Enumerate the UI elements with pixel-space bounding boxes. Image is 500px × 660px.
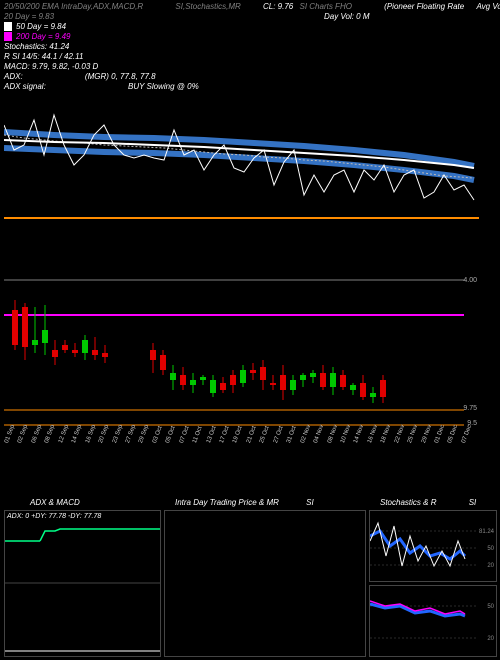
header-ema-label: 20/50/200 EMA IntraDay,ADX,MACD,R: [4, 2, 143, 11]
stoch-20: 20: [487, 563, 494, 569]
date-tick: 16 Sep: [85, 441, 91, 444]
si-title-text-2: SI: [469, 498, 477, 507]
header-avgvol: Avg Vol: 0.054 M: [476, 2, 500, 11]
adx-signal-label: ADX signal:: [4, 82, 46, 91]
adx-label: ADX:: [4, 72, 23, 81]
stoch-81: 81.24: [479, 529, 494, 535]
date-tick: 27 Oct: [273, 441, 279, 444]
date-tick: 13 Oct: [206, 441, 212, 444]
ema200-label: 200 Day = 9.49: [4, 32, 70, 41]
date-tick: 18 Nov: [380, 441, 386, 444]
date-tick: 02 Nov: [300, 441, 306, 444]
date-tick: 23 Sep: [112, 441, 118, 444]
ema20-label: 20 Day = 9.83: [4, 12, 54, 21]
date-tick: 31 Oct: [286, 441, 292, 444]
date-tick: 01 Sep: [4, 441, 10, 444]
main-price-chart[interactable]: [4, 110, 479, 220]
candlestick-chart[interactable]: 4.00 9.75 9.5: [4, 265, 479, 440]
price-label-400: 4.00: [463, 277, 477, 284]
chart-header: 20/50/200 EMA IntraDay,ADX,MACD,R SI,Sto…: [4, 2, 496, 92]
price-label-975: 9.75: [463, 405, 477, 412]
date-tick: 02 Sep: [17, 441, 23, 444]
date-tick: 25 Nov: [407, 441, 413, 444]
macd-value: MACD: 9.79, 9.82, -0.03 D: [4, 62, 98, 71]
date-tick: 19 Oct: [232, 441, 238, 444]
adx-macd-panel[interactable]: ADX: 0 +DY: 77.78 -DY: 77.78: [4, 510, 161, 657]
mgr-label: (MGR) 0, 77.8, 77.8: [85, 72, 156, 81]
stochastics-panel[interactable]: 81.24 50 20: [369, 510, 497, 582]
date-axis: 01 Sep 02 Sep 06 Sep 08 Sep 12 Sep 14 Sep 16 S…: [4, 442, 474, 448]
intraday-panel[interactable]: [164, 510, 366, 657]
adx-values: ADX: 0 +DY: 77.78 -DY: 77.78: [7, 513, 101, 520]
header-name: (Pioneer Floating Rate: [384, 2, 464, 11]
stoch-50: 50: [487, 546, 494, 552]
date-tick: 22 Nov: [394, 441, 400, 444]
date-tick: 29 Sep: [138, 441, 144, 444]
date-tick: 11 Oct: [192, 441, 198, 444]
rsi-panel[interactable]: 50 20: [369, 585, 497, 657]
date-tick: 14 Sep: [71, 441, 77, 444]
stoch-value: Stochastics: 41.24: [4, 42, 69, 51]
date-tick: 14 Nov: [353, 441, 359, 444]
header-stoch-label: SI,Stochastics,MR: [175, 2, 240, 11]
si-title-text: SI: [306, 498, 314, 507]
date-tick: 01 Dec: [434, 441, 440, 444]
intraday-title-text: Intra Day Trading Price & MR: [175, 498, 279, 507]
date-tick: 29 Nov: [421, 441, 427, 444]
date-tick: 17 Oct: [219, 441, 225, 444]
date-tick: 20 Sep: [98, 441, 104, 444]
rsi-value: R SI 14/5: 44.1 / 42.11: [4, 52, 83, 61]
date-tick: 10 Nov: [340, 441, 346, 444]
date-tick: 08 Sep: [44, 441, 50, 444]
dayvol-label: Day Vol: 0 M: [324, 12, 370, 22]
ema50-label: 50 Day = 9.84: [4, 22, 66, 31]
intraday-title: Intra Day Trading Price & MR SI: [175, 498, 314, 507]
header-si-charts: SI Charts FHO: [299, 2, 351, 11]
date-tick: 03 Oct: [152, 441, 158, 444]
stoch-title-text: Stochastics & R: [380, 498, 436, 507]
rsi-20: 20: [487, 636, 494, 642]
rsi-50: 50: [487, 604, 494, 610]
adx-macd-title: ADX & MACD: [30, 498, 80, 507]
date-tick: 07 Oct: [179, 441, 185, 444]
date-tick: 04 Nov: [313, 441, 319, 444]
stoch-rsi-title: Stochastics & R SI: [380, 498, 476, 507]
date-tick: 08 Nov: [327, 441, 333, 444]
date-tick: 05 Oct: [165, 441, 171, 444]
date-tick: 12 Sep: [58, 441, 64, 444]
date-tick: 21 Oct: [246, 441, 252, 444]
date-tick: 07 Dec: [461, 441, 467, 444]
date-tick: 06 Sep: [31, 441, 37, 444]
buy-signal: BUY Slowing @ 0%: [128, 82, 199, 91]
date-tick: 16 Nov: [367, 441, 373, 444]
date-tick: 05 Dec: [447, 441, 453, 444]
header-close: CL: 9.76: [263, 2, 293, 11]
date-tick: 25 Oct: [259, 441, 265, 444]
date-tick: 27 Sep: [125, 441, 131, 444]
